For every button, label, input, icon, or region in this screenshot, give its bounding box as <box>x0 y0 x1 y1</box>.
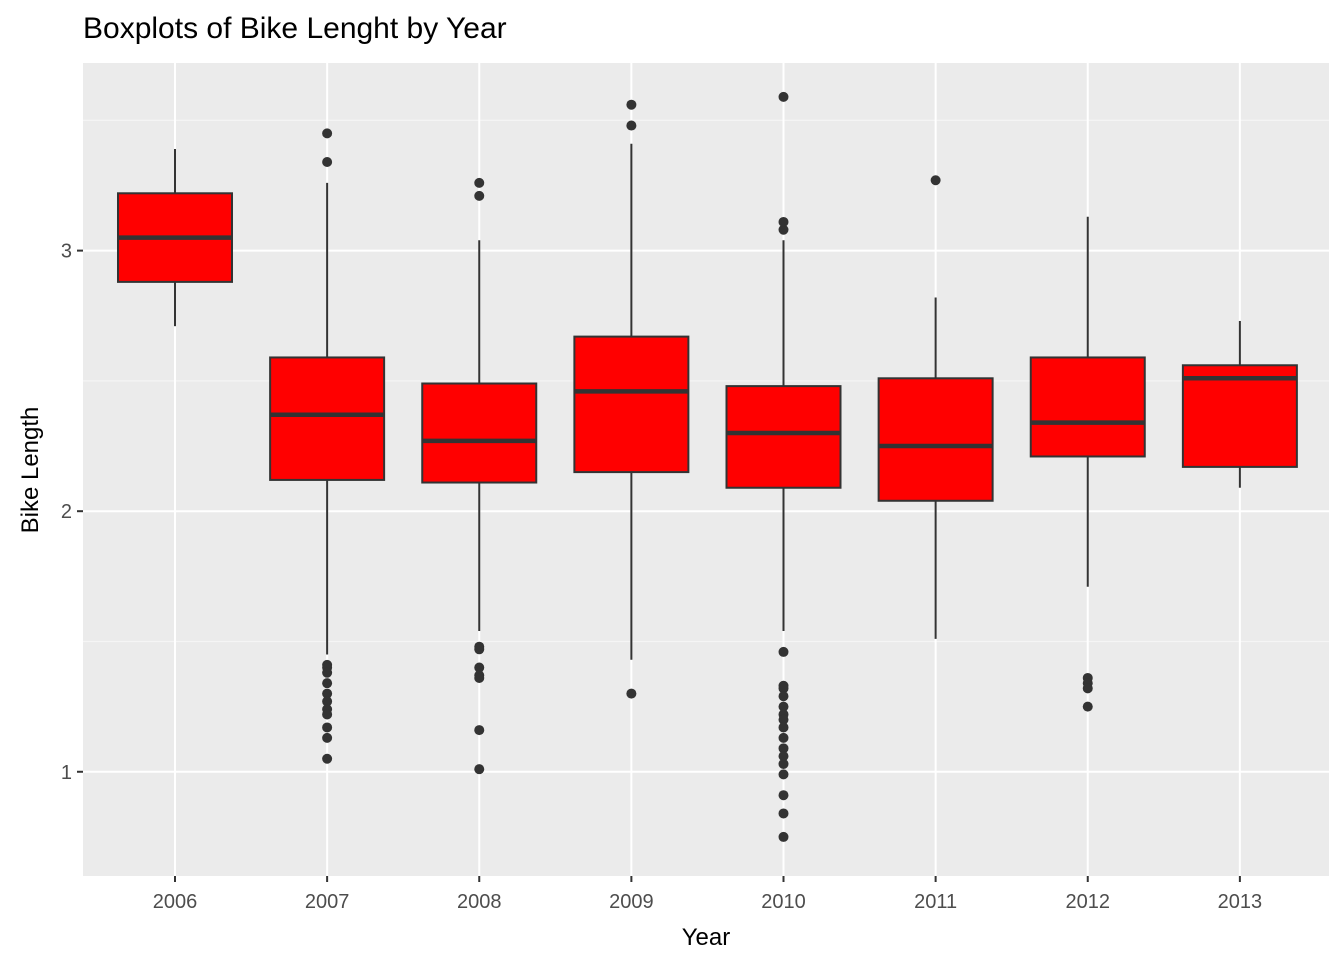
outlier-point <box>474 725 485 736</box>
outlier-point <box>778 732 789 743</box>
outlier-point <box>778 224 789 235</box>
x-tick-label: 2008 <box>457 891 502 913</box>
x-tick-label: 2011 <box>914 891 957 913</box>
outlier-point <box>778 91 789 102</box>
boxplot-2013 <box>1181 320 1298 488</box>
outlier-point <box>778 216 789 227</box>
outlier-point <box>474 177 485 188</box>
outlier-point <box>1082 683 1093 694</box>
outlier-point <box>322 722 333 733</box>
x-axis: 2006 2007 2008 2009 2010 2011 2012 2013 <box>153 876 1262 913</box>
box-iqr <box>725 385 842 489</box>
x-tick-label: 2009 <box>609 891 654 913</box>
outlier-point <box>778 683 789 694</box>
x-axis-title: Year <box>682 924 731 951</box>
x-tick-label: 2007 <box>305 891 350 913</box>
y-axis-title: Bike Length <box>17 407 44 534</box>
box-iqr <box>877 377 994 502</box>
outlier-point <box>778 714 789 725</box>
boxplot-2009 <box>573 99 690 699</box>
outlier-point <box>778 831 789 842</box>
outlier-point <box>322 688 333 699</box>
outlier-point <box>322 732 333 743</box>
outlier-point <box>1082 701 1093 712</box>
outlier-point <box>626 688 637 699</box>
x-tick-label: 2010 <box>761 891 806 913</box>
boxplot-2006 <box>117 148 233 327</box>
outlier-point <box>930 175 941 186</box>
outlier-point <box>778 646 789 657</box>
outlier-point <box>474 672 485 683</box>
outlier-point <box>322 753 333 764</box>
box-iqr <box>421 382 538 484</box>
outlier-point <box>322 709 333 720</box>
y-tick-label: 2 <box>61 501 72 523</box>
outlier-point <box>322 696 333 707</box>
boxplot-2007 <box>269 128 386 764</box>
box-iqr <box>269 356 386 481</box>
outlier-point <box>626 120 637 131</box>
box-iqr <box>1029 356 1146 458</box>
outlier-point <box>778 790 789 801</box>
x-tick-label: 2006 <box>153 891 198 913</box>
outlier-point <box>474 662 485 673</box>
boxplot-2011 <box>877 175 994 639</box>
x-tick-label: 2012 <box>1066 891 1111 913</box>
boxplot-2008 <box>421 177 538 775</box>
outlier-point <box>778 743 789 754</box>
outlier-point <box>474 764 485 775</box>
y-axis: 1 2 3 <box>61 241 83 784</box>
boxplots <box>117 91 1298 842</box>
chart-title: Boxplots of Bike Lenght by Year <box>83 12 507 45</box>
outlier-point <box>778 701 789 712</box>
outlier-point <box>322 678 333 689</box>
outlier-point <box>474 644 485 655</box>
boxplot-2010 <box>725 91 842 842</box>
outlier-point <box>322 667 333 678</box>
y-tick-label: 1 <box>61 762 72 784</box>
outlier-point <box>778 769 789 780</box>
y-tick-label: 3 <box>61 241 72 263</box>
outlier-point <box>322 128 333 139</box>
outlier-point <box>778 722 789 733</box>
outlier-point <box>778 758 789 769</box>
box-iqr <box>573 335 690 474</box>
box-iqr <box>1181 364 1298 468</box>
outlier-point <box>778 751 789 762</box>
outlier-point <box>626 99 637 110</box>
outlier-point <box>322 157 333 168</box>
outlier-point <box>778 808 789 819</box>
boxplot-2012 <box>1029 216 1146 712</box>
outlier-point <box>474 190 485 201</box>
outlier-point <box>778 691 789 702</box>
x-tick-label: 2013 <box>1218 891 1263 913</box>
